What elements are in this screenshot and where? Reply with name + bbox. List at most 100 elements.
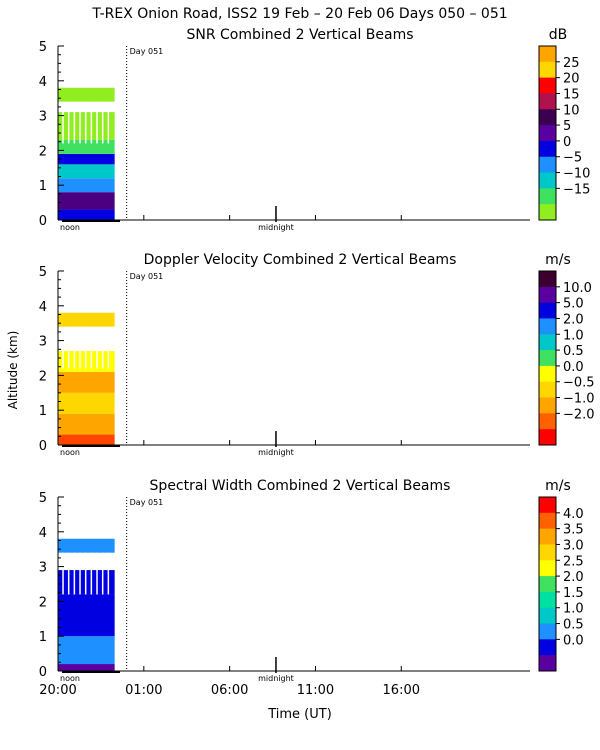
colorbar-label: 5 bbox=[563, 119, 571, 134]
heatmap-gap bbox=[96, 101, 98, 144]
colorbar-segment bbox=[539, 623, 556, 640]
colorbar-label: −0.5 bbox=[563, 376, 595, 391]
y-tick-label: 2 bbox=[39, 369, 47, 384]
colorbar-label: −1.0 bbox=[563, 392, 595, 407]
heatmap-band bbox=[58, 209, 115, 220]
colorbar-segment bbox=[539, 125, 556, 142]
y-tick-label: 0 bbox=[39, 214, 47, 229]
x-axis-label: Time (UT) bbox=[267, 707, 332, 722]
colorbar-segment bbox=[539, 61, 556, 79]
y-tick-label: 0 bbox=[39, 439, 47, 454]
midnight-label: midnight bbox=[258, 674, 294, 683]
heatmap-gap bbox=[90, 552, 93, 595]
heatmap-band bbox=[58, 538, 115, 553]
x-tick-label: 06:00 bbox=[211, 683, 248, 698]
heatmap-gap bbox=[62, 101, 64, 144]
noon-label: noon bbox=[60, 448, 80, 457]
colorbar-segment bbox=[539, 591, 556, 609]
heatmap-gap bbox=[73, 101, 76, 144]
day-marker-label: Day 051 bbox=[130, 272, 164, 281]
colorbar-unit: dB bbox=[549, 27, 568, 43]
panel-title: Doppler Velocity Combined 2 Vertical Bea… bbox=[144, 252, 457, 268]
colorbar-frame bbox=[538, 496, 557, 672]
x-tick-label: 01:00 bbox=[125, 683, 162, 698]
heatmap-band bbox=[58, 192, 115, 210]
colorbar-frame bbox=[538, 270, 557, 446]
colorbar-segment bbox=[539, 77, 556, 94]
colorbar-segment bbox=[539, 429, 556, 446]
colorbar-segment bbox=[539, 381, 556, 399]
y-tick-label: 0 bbox=[39, 665, 47, 680]
colorbar-label: 10.0 bbox=[563, 281, 592, 296]
heatmap-gap bbox=[79, 552, 81, 595]
colorbar-label: 1.0 bbox=[563, 328, 584, 343]
heatmap-band bbox=[58, 664, 115, 671]
heatmap-band bbox=[58, 153, 115, 165]
y-tick-label: 3 bbox=[39, 110, 47, 125]
noon-label: noon bbox=[60, 674, 80, 683]
colorbar-label: 10 bbox=[563, 103, 580, 118]
panel-1: SNR Combined 2 Vertical Beams dB Day 051 0 1… bbox=[39, 27, 591, 232]
colorbar-segment bbox=[539, 544, 556, 561]
colorbar-frame bbox=[538, 45, 557, 221]
day-marker-label: Day 051 bbox=[130, 498, 164, 507]
y-tick-label: 1 bbox=[39, 179, 47, 194]
y-tick-label: 1 bbox=[39, 404, 47, 419]
colorbar-label: 25 bbox=[563, 56, 580, 71]
day-marker-label: Day 051 bbox=[130, 47, 164, 56]
heatmap-gap bbox=[96, 552, 98, 595]
heatmap-gap bbox=[73, 326, 76, 369]
colorbar-segment bbox=[539, 334, 556, 351]
colorbar-segment bbox=[539, 172, 556, 189]
colorbar-label: −10 bbox=[563, 167, 590, 182]
heatmap-band bbox=[58, 164, 115, 179]
colorbar-segment bbox=[539, 204, 556, 221]
colorbar-label: 4.0 bbox=[563, 507, 584, 522]
heatmap-band bbox=[58, 87, 115, 102]
colorbar-label: 3.0 bbox=[563, 538, 584, 553]
colorbar-segment bbox=[539, 302, 556, 319]
colorbar-label: 3.5 bbox=[563, 523, 584, 538]
colorbar-label: −15 bbox=[563, 182, 590, 197]
heatmap-gap bbox=[107, 552, 110, 595]
colorbar-segment bbox=[539, 140, 556, 158]
y-tick-label: 3 bbox=[39, 335, 47, 350]
colorbar-segment bbox=[539, 156, 556, 174]
colorbar-segment bbox=[539, 109, 556, 126]
colorbar-label: 1.5 bbox=[563, 586, 584, 601]
colorbar-label: 5.0 bbox=[563, 297, 584, 312]
heatmap-gap bbox=[62, 552, 64, 595]
y-tick-label: 2 bbox=[39, 595, 47, 610]
heatmap-gap bbox=[67, 552, 70, 595]
colorbar-segment bbox=[539, 286, 556, 304]
heatmap-gap bbox=[90, 101, 93, 144]
panel-title: SNR Combined 2 Vertical Beams bbox=[186, 27, 413, 43]
colorbar-segment bbox=[539, 271, 556, 288]
heatmap-band bbox=[58, 178, 115, 193]
heatmap-gap bbox=[73, 552, 76, 595]
y-tick-label: 1 bbox=[39, 630, 47, 645]
colorbar-segment bbox=[539, 318, 556, 335]
heatmap-band bbox=[58, 434, 115, 445]
colorbar-label: 2.0 bbox=[563, 570, 584, 585]
colorbar-segment bbox=[539, 365, 556, 383]
colorbar-label: 20 bbox=[563, 72, 580, 87]
heatmap-gap bbox=[101, 552, 104, 595]
y-tick-label: 5 bbox=[39, 40, 47, 55]
colorbar-segment bbox=[539, 46, 556, 63]
heatmap-gap bbox=[90, 326, 93, 369]
colorbar-segment bbox=[539, 188, 556, 205]
heatmap-gap bbox=[67, 326, 70, 369]
heatmap-gap bbox=[84, 101, 87, 144]
panel-3: Spectral Width Combined 2 Vertical Beams… bbox=[39, 478, 584, 698]
panel-2: Doppler Velocity Combined 2 Vertical Bea… bbox=[39, 252, 595, 457]
colorbar-segment bbox=[539, 528, 556, 545]
heatmap-gap bbox=[79, 326, 81, 369]
heatmap-gap bbox=[101, 101, 104, 144]
colorbar-segment bbox=[539, 576, 556, 593]
heatmap-band bbox=[58, 594, 115, 637]
colorbar-label: 15 bbox=[563, 87, 580, 102]
y-axis-label: Altitude (km) bbox=[6, 331, 20, 410]
